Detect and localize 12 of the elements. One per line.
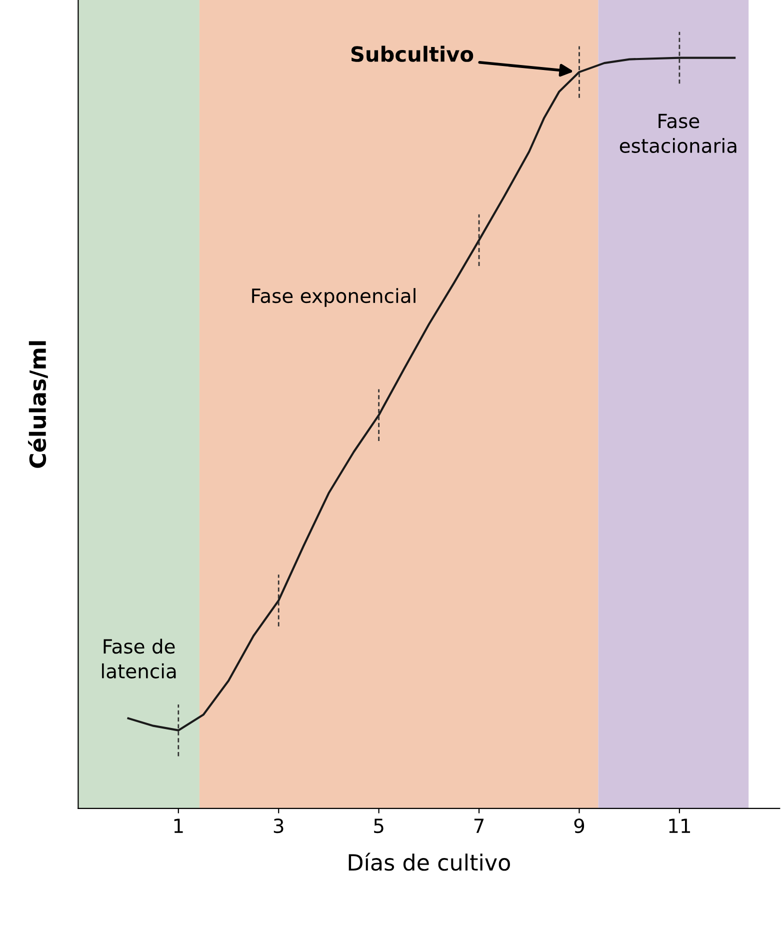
band-label: Fase estacionaria [620,114,736,154]
x-tick-label: 1 [174,818,183,833]
y-axis-title: Células/ml [28,341,48,468]
band-label: Fase exponencial [252,288,416,307]
x-tick-label: 5 [374,818,384,834]
x-tick-label: 3 [274,818,284,834]
band-label: Fase de latencia [102,638,176,678]
x-axis-title: Días de cultivo [348,852,510,871]
x-tick-label: 9 [574,818,584,834]
x-tick-label: 7 [474,818,484,833]
x-tick-label: 11 [669,818,690,833]
annotation: Subcultivo [351,46,474,62]
